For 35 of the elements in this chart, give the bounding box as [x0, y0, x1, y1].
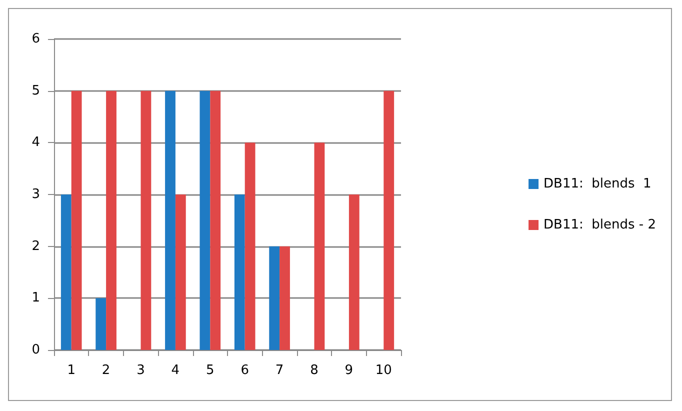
- y-tick-label: 0: [32, 342, 40, 358]
- x-tick-label: 8: [310, 363, 318, 378]
- bar: [234, 194, 245, 350]
- bar: [280, 246, 290, 350]
- x-tick-label: 2: [102, 363, 110, 378]
- bar: [96, 298, 106, 350]
- bar: [314, 142, 325, 350]
- y-tick-label: 6: [32, 32, 40, 46]
- x-tick-label: 4: [171, 363, 180, 378]
- bar: [269, 246, 280, 350]
- y-tick-label: 4: [32, 135, 40, 150]
- x-tick-label: 10: [375, 363, 392, 378]
- bar: [200, 90, 210, 350]
- x-tick-label: 6: [240, 363, 249, 378]
- bar: [210, 90, 221, 350]
- bar: [106, 90, 116, 350]
- bar: [244, 142, 256, 350]
- y-tick-label: 1: [32, 290, 40, 306]
- y-tick-label: 5: [32, 83, 40, 98]
- x-tick-label: 1: [67, 363, 76, 378]
- bar: [60, 194, 72, 350]
- x-tick-label: 7: [275, 363, 284, 378]
- x-tick-label: 5: [206, 363, 214, 378]
- bar: [140, 90, 152, 350]
- legend-label: DB11: blends - 2: [544, 218, 656, 232]
- x-tick-label: 9: [344, 363, 354, 378]
- x-tick-label: 3: [136, 363, 145, 378]
- bar: [165, 90, 176, 350]
- bar: [384, 90, 394, 350]
- y-tick-label: 2: [32, 238, 40, 254]
- legend-label: DB11: blends 1: [544, 176, 652, 192]
- bar: [71, 90, 82, 350]
- bar: [175, 194, 186, 350]
- y-tick-label: 3: [32, 187, 40, 202]
- bar: [348, 194, 360, 350]
